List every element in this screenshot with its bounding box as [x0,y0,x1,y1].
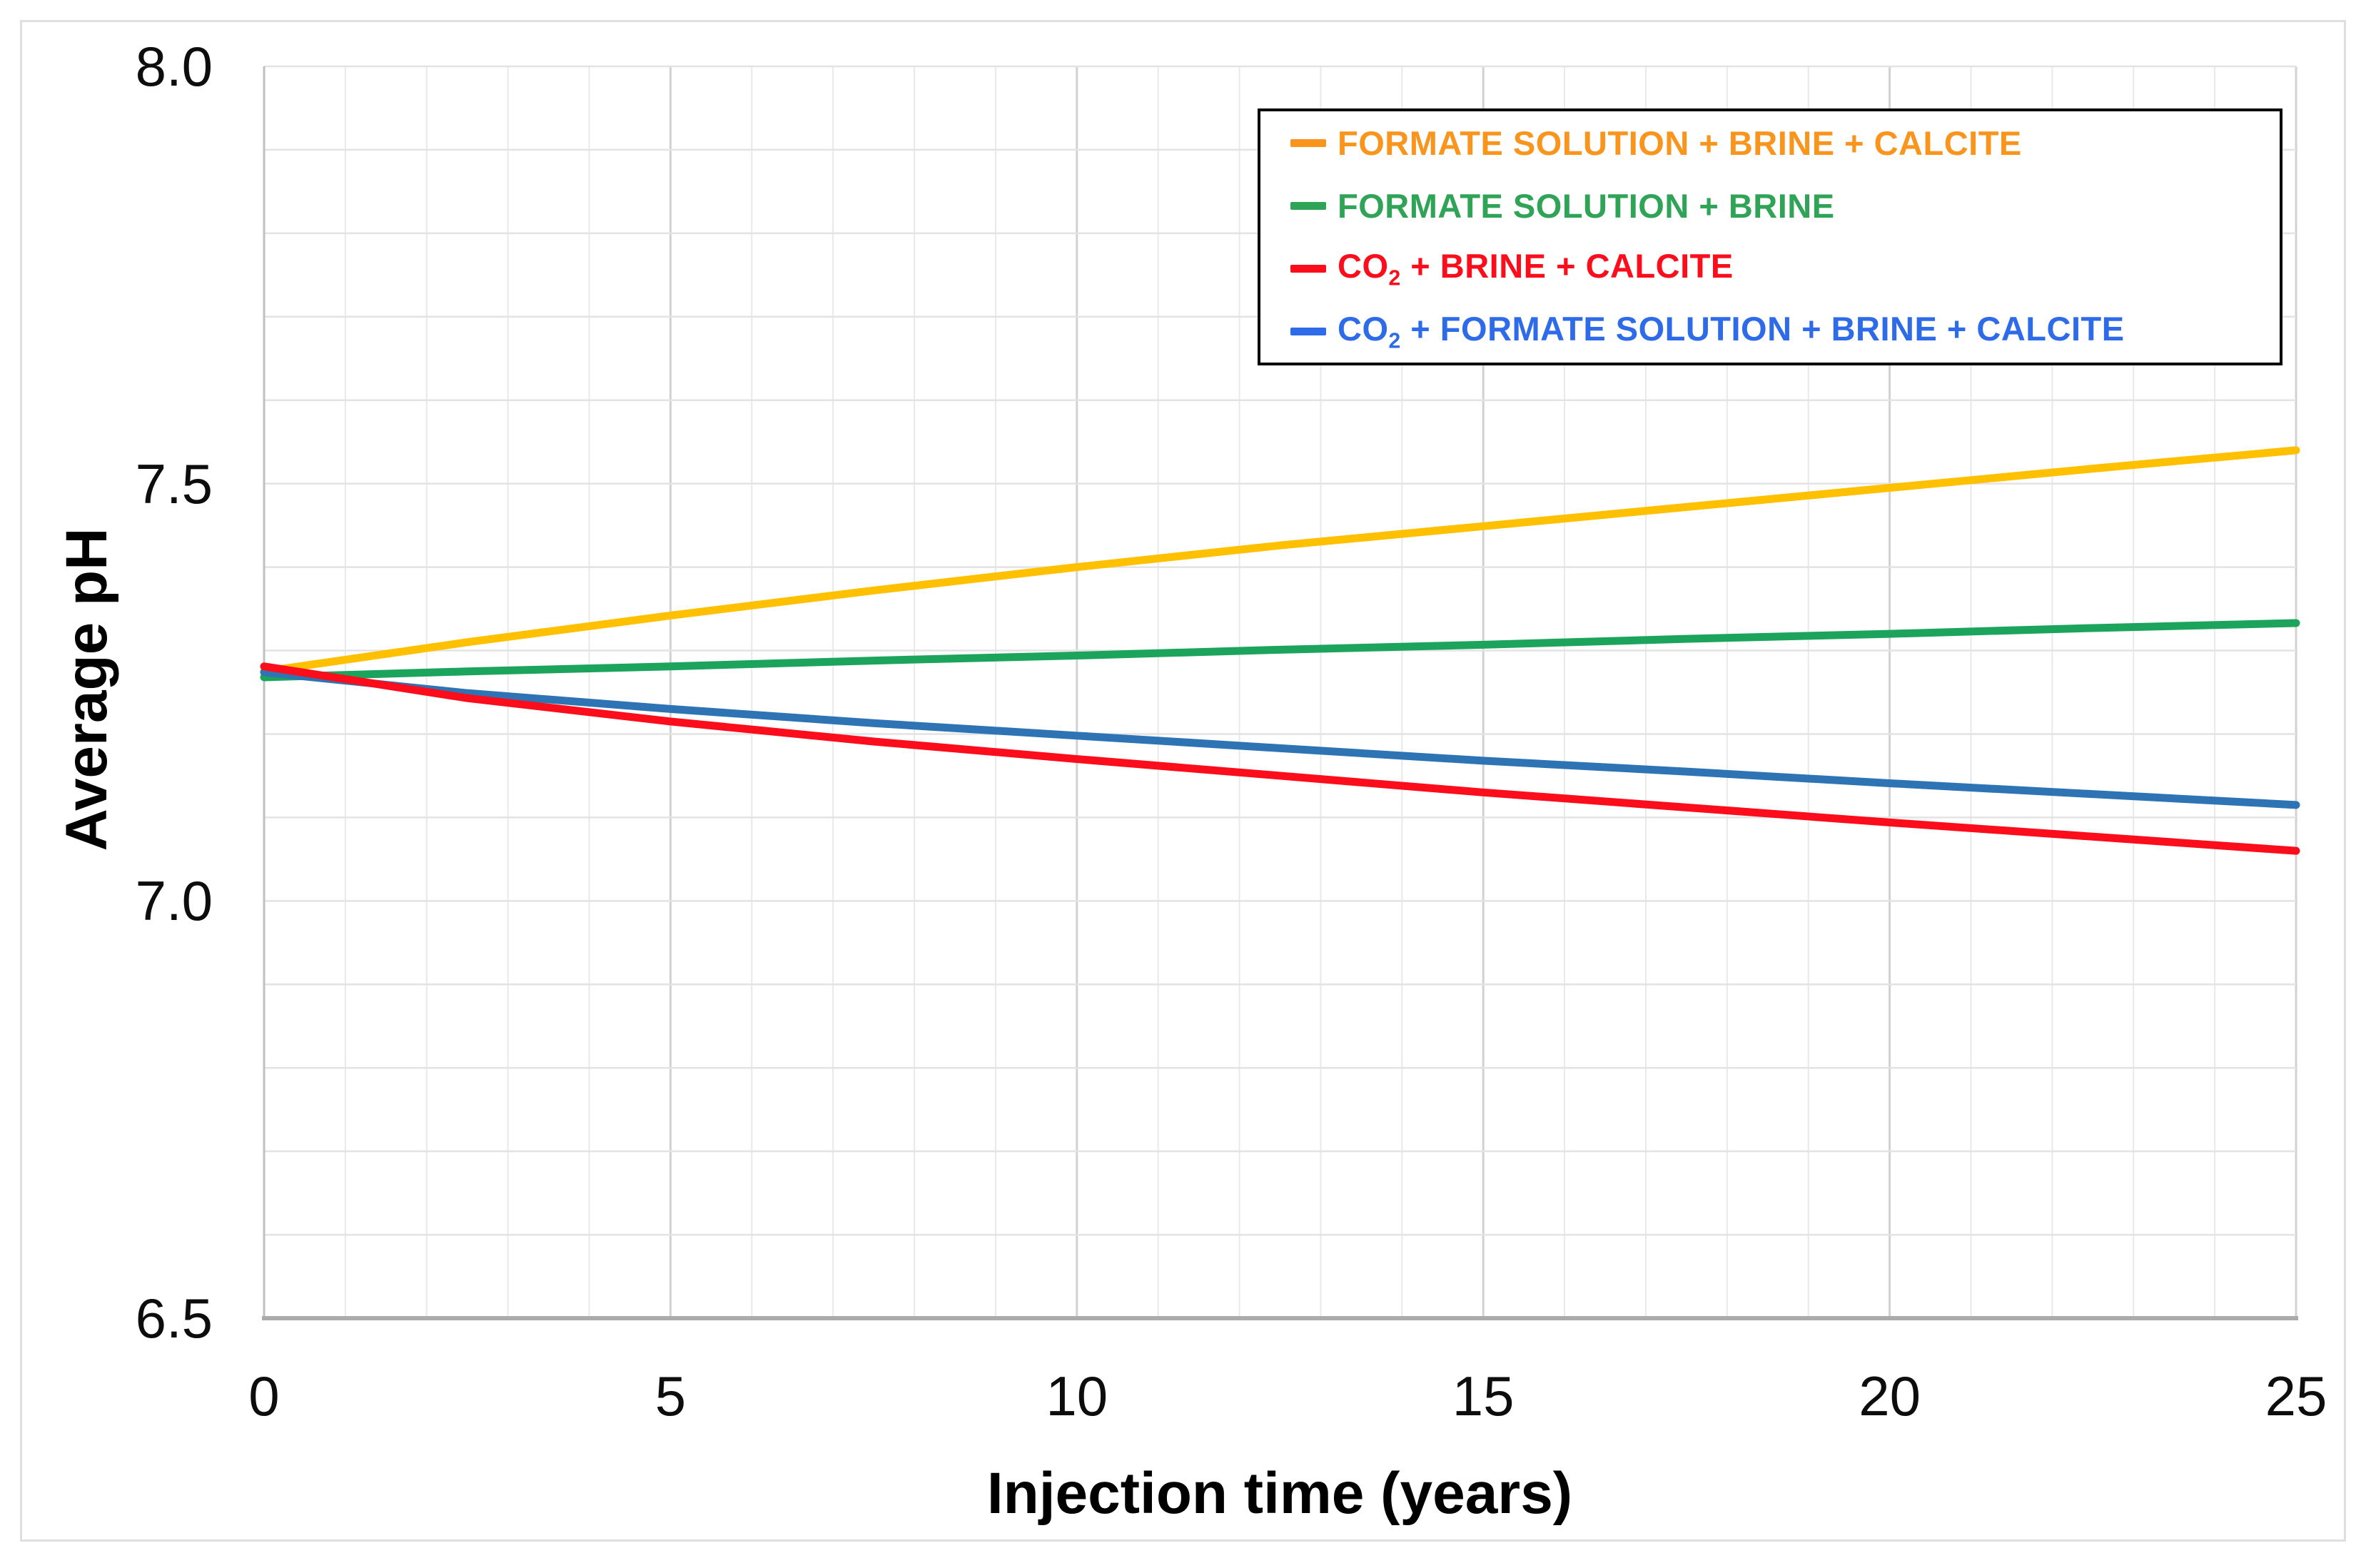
legend-dash-icon [1290,327,1326,335]
legend-item: CO2 + FORMATE SOLUTION + BRINE + CALCITE [1260,300,2280,363]
legend-dash-icon [1290,201,1326,210]
x-tick-label-5: 5 [654,1365,687,1427]
y-tick-label-7.0: 7.0 [135,869,213,933]
legend-item: FORMATE SOLUTION + BRINE + CALCITE [1260,111,2280,174]
series-line-formate-solution-brine [260,619,2300,682]
series-line-co2-brine-calcite [260,662,2300,855]
legend-item-label: FORMATE SOLUTION + BRINE + CALCITE [1338,123,2022,162]
x-tick-label-15: 15 [1452,1365,1515,1427]
x-tick-label-25: 25 [2265,1365,2327,1427]
legend-item-label: CO2 + BRINE + CALCITE [1338,246,1734,290]
series-line-co2-formate-solution-brine-calcite [260,668,2300,809]
legend-item-label: FORMATE SOLUTION + BRINE [1338,186,1835,225]
legend-item: CO2 + BRINE + CALCITE [1260,237,2280,300]
x-axis-title: Injection time (years) [986,1461,1573,1526]
legend-item: FORMATE SOLUTION + BRINE [1260,174,2280,237]
x-tick-label-20: 20 [1859,1365,1921,1427]
x-tick-label-10: 10 [1046,1365,1108,1427]
legend-dash-icon [1290,138,1326,147]
y-tick-label-8.0: 8.0 [135,35,213,98]
series-line-formate-solution-brine-calcite [260,446,2300,676]
x-tick-label-0: 0 [248,1365,280,1427]
legend-item-label: CO2 + FORMATE SOLUTION + BRINE + CALCITE [1338,309,2125,353]
y-tick-label-7.5: 7.5 [135,452,213,515]
legend: FORMATE SOLUTION + BRINE + CALCITE FORMAT… [1258,108,2282,365]
legend-dash-icon [1290,264,1326,273]
y-tick-label-6.5: 6.5 [135,1287,213,1350]
